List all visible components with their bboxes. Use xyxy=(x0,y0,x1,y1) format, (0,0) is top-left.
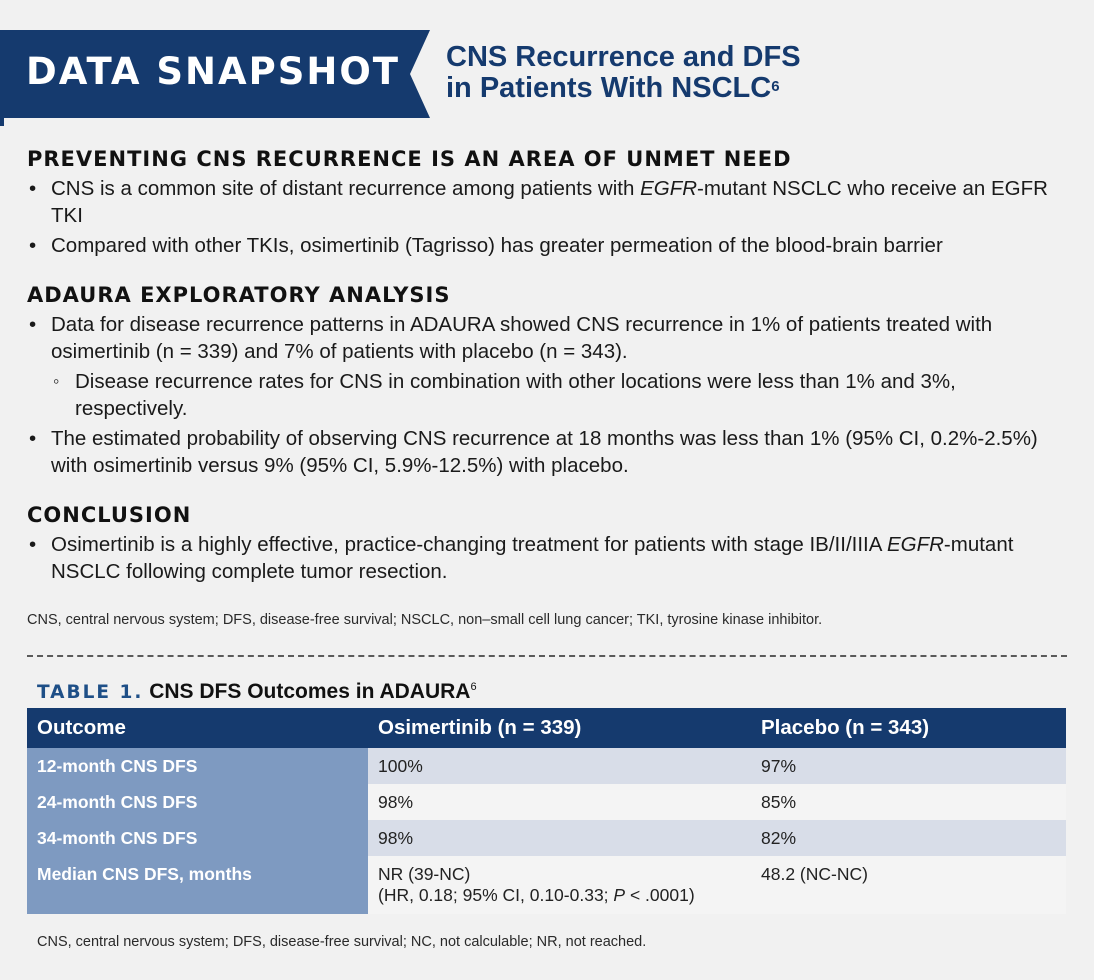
page-title: CNS Recurrence and DFS in Patients With … xyxy=(446,42,801,104)
column-header-outcome: Outcome xyxy=(27,708,368,748)
section-heading-unmet-need: PREVENTING CNS RECURRENCE IS AN AREA OF … xyxy=(27,147,792,171)
title-line-1: CNS Recurrence and DFS xyxy=(446,41,801,73)
cell-osimertinib: NR (39-NC) (HR, 0.18; 95% CI, 0.10-0.33;… xyxy=(368,856,751,914)
cell-placebo: 82% xyxy=(751,820,1066,856)
title-line-2: in Patients With NSCLC xyxy=(446,72,772,104)
divider xyxy=(27,655,1067,657)
banner-title: DATA SNAPSHOT xyxy=(26,50,401,93)
unmet-need-list: CNS is a common site of distant recurren… xyxy=(27,175,1067,259)
adaura-list: Data for disease recurrence patterns in … xyxy=(27,311,1067,479)
table-header-row: Outcome Osimertinib (n = 339) Placebo (n… xyxy=(27,708,1066,748)
cell-placebo: 48.2 (NC-NC) xyxy=(751,856,1066,914)
abbreviations-footnote: CNS, central nervous system; DFS, diseas… xyxy=(27,612,823,628)
section-heading-adaura: ADAURA EXPLORATORY ANALYSIS xyxy=(27,283,451,307)
cell-osimertinib: 98% xyxy=(368,820,751,856)
column-header-osimertinib: Osimertinib (n = 339) xyxy=(368,708,751,748)
list-item: Compared with other TKIs, osimertinib (T… xyxy=(27,232,1067,259)
cell-osimertinib: 98% xyxy=(368,784,751,820)
list-item: CNS is a common site of distant recurren… xyxy=(27,175,1067,229)
list-item: Data for disease recurrence patterns in … xyxy=(27,311,1067,365)
conclusion-list: Osimertinib is a highly effective, pract… xyxy=(27,531,1027,585)
banner-edge xyxy=(0,118,4,126)
cell-placebo: 97% xyxy=(751,748,1066,784)
section-heading-conclusion: CONCLUSION xyxy=(27,503,192,527)
table-label: TABLE 1. xyxy=(37,682,144,703)
list-item: Disease recurrence rates for CNS in comb… xyxy=(27,368,1067,422)
column-header-placebo: Placebo (n = 343) xyxy=(751,708,1066,748)
table-row: 12-month CNS DFS 100% 97% xyxy=(27,748,1066,784)
cell-outcome: 34-month CNS DFS xyxy=(27,820,368,856)
list-item: Osimertinib is a highly effective, pract… xyxy=(27,531,1027,585)
cell-osimertinib: 100% xyxy=(368,748,751,784)
title-superscript: 6 xyxy=(771,78,780,95)
list-item: The estimated probability of observing C… xyxy=(27,425,1067,479)
table-row: 34-month CNS DFS 98% 82% xyxy=(27,820,1066,856)
header-banner xyxy=(0,30,430,118)
table-row: 24-month CNS DFS 98% 85% xyxy=(27,784,1066,820)
table-row: Median CNS DFS, months NR (39-NC) (HR, 0… xyxy=(27,856,1066,914)
cell-outcome: Median CNS DFS, months xyxy=(27,856,368,914)
table-footnote: CNS, central nervous system; DFS, diseas… xyxy=(37,934,647,950)
cell-outcome: 12-month CNS DFS xyxy=(27,748,368,784)
outcomes-table: Outcome Osimertinib (n = 339) Placebo (n… xyxy=(27,708,1066,914)
table-title-superscript: 6 xyxy=(470,681,477,693)
cell-placebo: 85% xyxy=(751,784,1066,820)
cell-outcome: 24-month CNS DFS xyxy=(27,784,368,820)
table-title: TABLE 1. CNS DFS Outcomes in ADAURA6 xyxy=(37,680,477,704)
table-caption: CNS DFS Outcomes in ADAURA xyxy=(149,680,471,703)
